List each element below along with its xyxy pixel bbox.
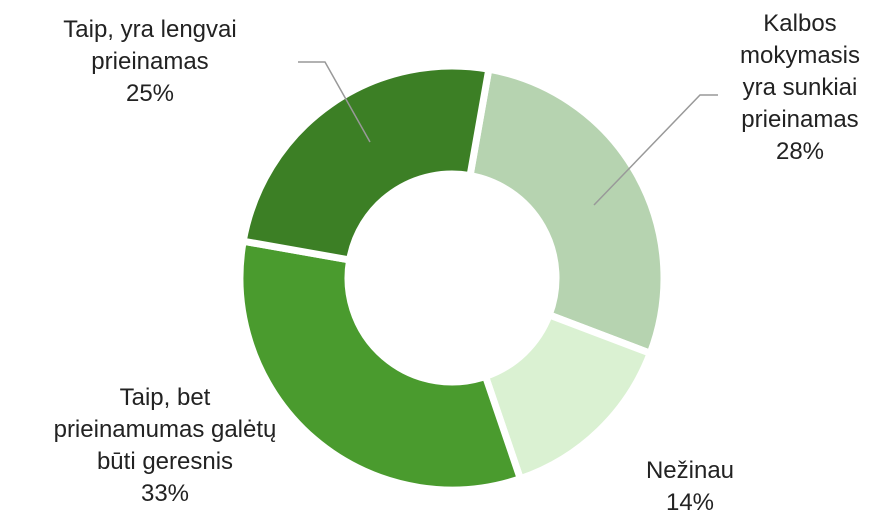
leader-line [298,61,371,143]
value-label: 28% [775,138,825,165]
slice-label: Taip, bet prieinamumas galėtų būti geres… [45,382,285,510]
segment [239,62,493,264]
slice-label: Kalbos mokymasis yra sunkiai prieinamas 2… [730,8,870,168]
value-label: 14% [665,489,715,516]
segment [466,65,668,358]
value-label: 33% [140,480,190,507]
slice-label: Taip, yra lengvai prieinamas 25% [35,14,265,110]
category-name: Kalbos mokymasis yra sunkiai prieinamas [739,10,860,133]
slice-label: Nežinau 14% [620,455,760,519]
category-name: Taip, yra lengvai prieinamas [63,16,237,75]
value-label: 25% [125,80,175,107]
segment [481,310,655,484]
category-name: Taip, bet prieinamumas galėtų būti geres… [53,384,277,475]
category-name: Nežinau [645,457,735,484]
segment [236,237,525,494]
leader-line [593,94,718,206]
